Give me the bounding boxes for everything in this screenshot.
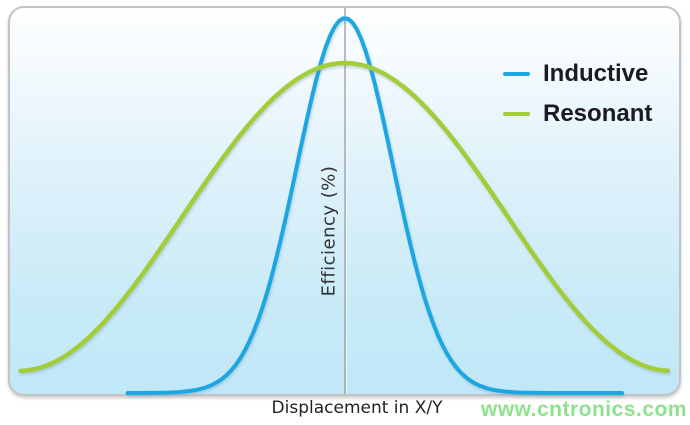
legend-item-inductive: Inductive [503, 54, 652, 94]
legend: Inductive Resonant [503, 54, 652, 134]
watermark: www.cntronics.com [480, 398, 687, 421]
inductive-curve [125, 16, 624, 395]
resonant-line-swatch [503, 111, 530, 117]
y-axis-label: Efficiency (%) [318, 165, 340, 297]
x-axis-label: Displacement in X/Y [271, 398, 443, 418]
legend-label-resonant: Resonant [543, 100, 653, 127]
legend-label-inductive: Inductive [543, 60, 649, 87]
legend-item-resonant: Resonant [503, 94, 652, 134]
resonant-curve [18, 60, 671, 374]
inductive-line-swatch [503, 71, 530, 77]
